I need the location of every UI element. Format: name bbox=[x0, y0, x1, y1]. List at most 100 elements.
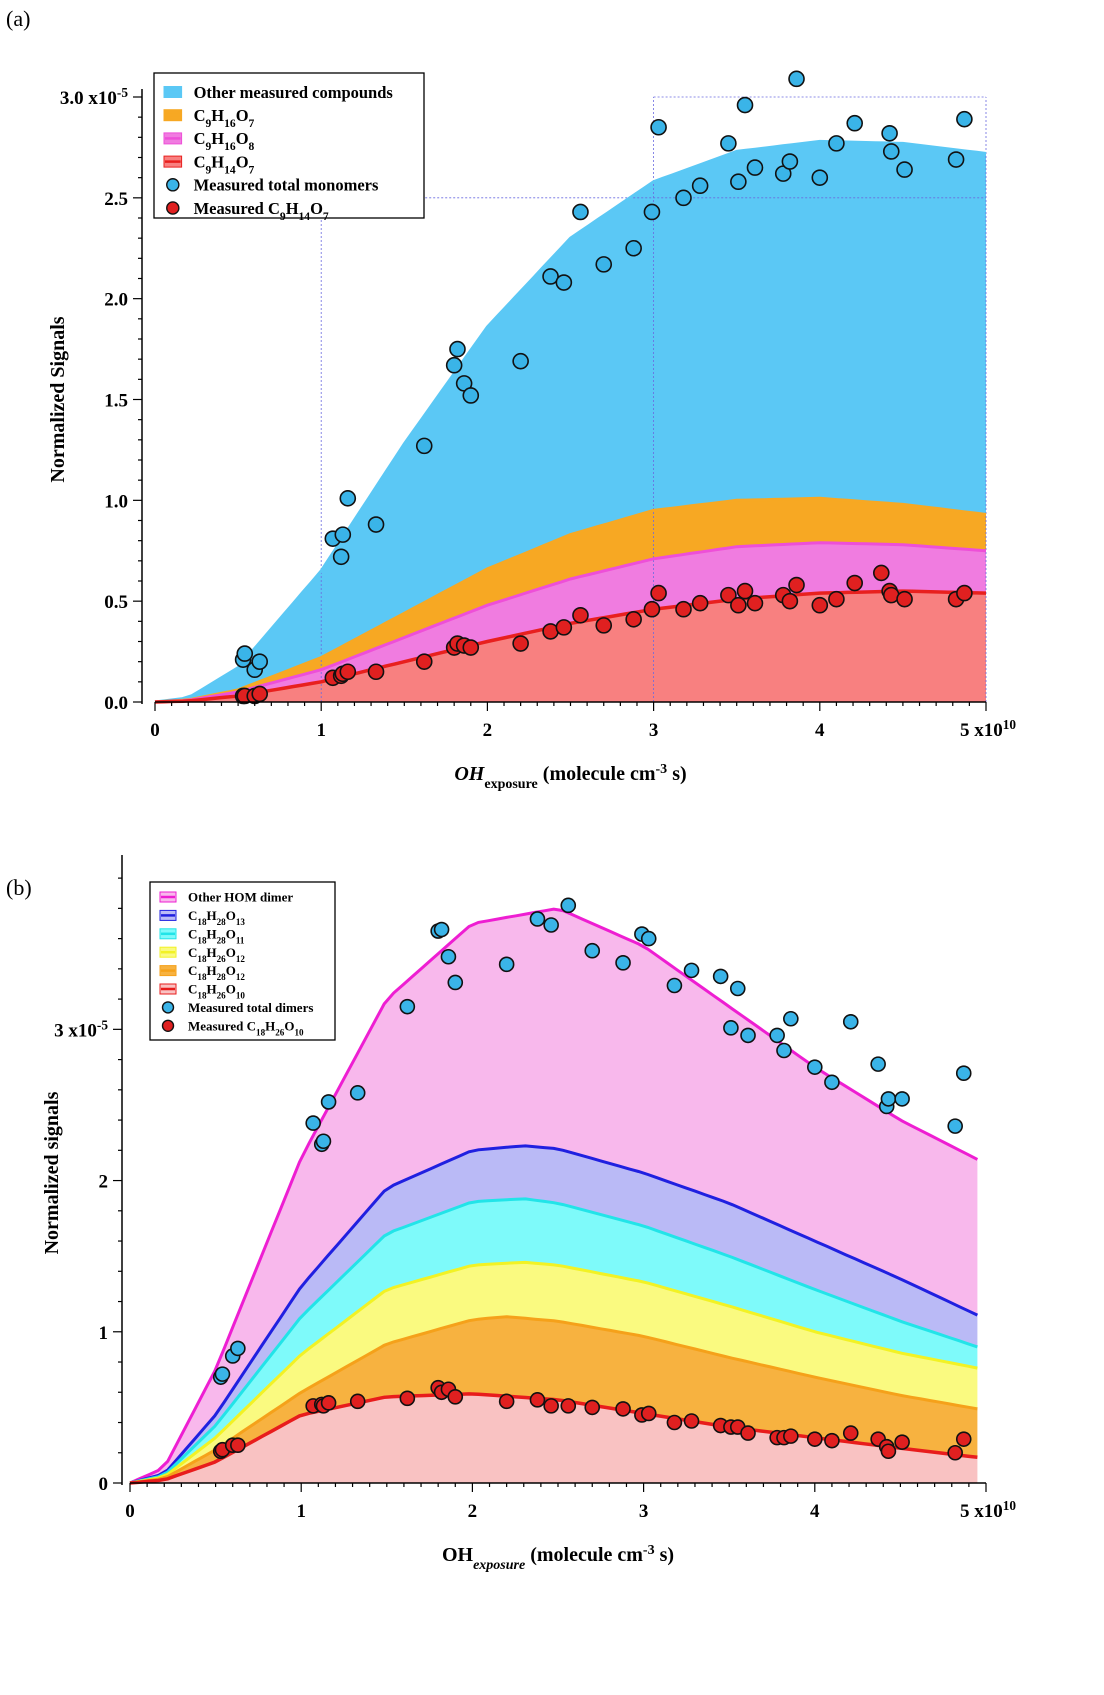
chart-b-point-1 bbox=[615, 1401, 631, 1417]
chart-a-point-0 bbox=[415, 437, 433, 455]
chart-b-point-0 bbox=[529, 911, 546, 927]
chart-a-y-tick-label: 2.5 bbox=[104, 189, 128, 210]
chart-b-point-1 bbox=[842, 1425, 859, 1441]
chart-a-point-0 bbox=[334, 526, 352, 543]
chart-b-point-0 bbox=[842, 1013, 859, 1030]
chart-b-legend-label: C18H28O13 bbox=[188, 908, 245, 927]
chart-a-point-0 bbox=[462, 387, 480, 404]
chart-b-legend-label: Measured total dimers bbox=[188, 1000, 313, 1015]
chart-b-area-0 bbox=[130, 909, 978, 1483]
chart-b-x-tick-label: 3 bbox=[639, 1501, 649, 1522]
chart-b-legend-label: Measured C18H26O10 bbox=[188, 1018, 304, 1037]
chart-b-legend-label: C18H26O12 bbox=[188, 945, 245, 964]
chart-b-point-0 bbox=[230, 1340, 246, 1357]
chart-a-y-tick-label: 0.5 bbox=[104, 592, 128, 613]
chart-a-point-1 bbox=[625, 611, 642, 628]
chart-b-legend-label: C18H28O12 bbox=[188, 963, 245, 982]
chart-b-point-0 bbox=[740, 1027, 756, 1044]
chart-b-x-tick-label: 4 bbox=[810, 1501, 820, 1522]
chart-a-point-0 bbox=[882, 143, 900, 160]
chart-a-point-0 bbox=[788, 70, 805, 88]
chart-b-point-0 bbox=[806, 1059, 823, 1075]
chart-a-point-0 bbox=[236, 645, 254, 662]
chart-a-point-0 bbox=[720, 135, 737, 152]
chart-b-point-0 bbox=[584, 942, 601, 959]
chart-b-point-1 bbox=[349, 1393, 366, 1410]
chart-a-legend-label: Measured C9H14O7 bbox=[194, 199, 329, 223]
chart-a-x-tick-label: 4 bbox=[815, 720, 825, 741]
chart-b-x-axis-label: OHexposure (molecule cm-3 s) bbox=[442, 1543, 674, 1573]
chart-b-y-axis-label: Normalized signals bbox=[41, 1091, 63, 1254]
chart-b-point-0 bbox=[320, 1094, 337, 1110]
chart-a-point-0 bbox=[572, 203, 589, 221]
chart-a-point-0 bbox=[542, 268, 559, 285]
chart-b-legend-label: C18H26O10 bbox=[188, 982, 245, 1001]
chart-b-point-0 bbox=[824, 1074, 840, 1091]
chart-b-legend-marker bbox=[161, 1001, 175, 1014]
chart-b-legend-label: C18H28O11 bbox=[188, 926, 245, 945]
chart-b-line-1 bbox=[129, 1144, 979, 1485]
chart-b-x-tick-label: 1 bbox=[296, 1501, 306, 1522]
chart-b-point-0 bbox=[776, 1042, 792, 1059]
chart-a-point-1 bbox=[555, 619, 573, 636]
chart-b-x-multiplier: 5 x1010 bbox=[960, 1498, 1016, 1523]
chart-a-legend-label: C9H16O8 bbox=[194, 129, 255, 153]
chart-b-point-1 bbox=[806, 1431, 823, 1447]
chart-b-point-1 bbox=[947, 1444, 963, 1461]
chart-b-point-0 bbox=[447, 974, 464, 991]
chart-b-line-2 bbox=[129, 1197, 978, 1485]
chart-a-point-0 bbox=[625, 239, 642, 257]
chart-a-point-0 bbox=[746, 159, 764, 176]
chart-a-point-1 bbox=[730, 596, 747, 614]
panel-label-a: (a) bbox=[6, 6, 31, 31]
chart-b-legend-box bbox=[149, 881, 336, 1041]
chart-a-x-axis-label: OHexposure (molecule cm-3 s) bbox=[454, 762, 686, 792]
chart-b-point-0 bbox=[894, 1091, 910, 1107]
chart-a-point-1 bbox=[896, 590, 913, 608]
chart-a-point-1 bbox=[572, 606, 589, 624]
chart-a-point-1 bbox=[746, 594, 764, 612]
chart-b-point-1 bbox=[543, 1398, 559, 1414]
chart-a-x-tick-label: 3 bbox=[649, 720, 659, 741]
chart-b-point-0 bbox=[666, 977, 683, 994]
chart-a-point-0 bbox=[811, 169, 829, 186]
chart-a-point-0 bbox=[736, 96, 754, 114]
chart-a-point-0 bbox=[555, 274, 573, 291]
chart-b-point-1 bbox=[683, 1413, 700, 1429]
chart-b-point-0 bbox=[712, 968, 729, 985]
chart-b-legend-marker bbox=[161, 1019, 175, 1033]
chart-a-point-0 bbox=[650, 118, 667, 136]
chart-a-y-tick-label: 1.0 bbox=[104, 491, 128, 512]
chart-b-point-0 bbox=[560, 897, 577, 914]
chart-a-y-tick-label: 2.0 bbox=[104, 290, 128, 311]
chart-b-point-1 bbox=[230, 1437, 246, 1453]
chart-a-point-0 bbox=[956, 110, 973, 128]
chart-a-area-1 bbox=[155, 498, 986, 702]
chart-a-point-0 bbox=[947, 151, 965, 168]
chart-b-line-4 bbox=[129, 1315, 978, 1485]
chart-b-point-1 bbox=[399, 1390, 416, 1407]
chart-a-point-0 bbox=[730, 173, 747, 190]
chart-a-point-0 bbox=[449, 340, 466, 358]
chart-a-point-0 bbox=[251, 653, 269, 670]
chart-a-point-1 bbox=[811, 596, 829, 614]
panel-label-b: (b) bbox=[6, 875, 32, 900]
chart-a-x-tick-label: 0 bbox=[150, 720, 160, 741]
chart-a-legend-label: Measured total monomers bbox=[194, 176, 379, 195]
chart-a-point-0 bbox=[595, 256, 613, 273]
chart-a-legend-marker bbox=[166, 201, 180, 215]
chart-a-line-0 bbox=[154, 139, 987, 704]
chart-a-point-0 bbox=[367, 516, 385, 533]
chart-a-point-1 bbox=[691, 594, 709, 612]
chart-b-point-1 bbox=[666, 1414, 683, 1431]
chart-b-point-1 bbox=[880, 1443, 897, 1460]
chart-b-point-1 bbox=[740, 1425, 756, 1441]
chart-b-area-1 bbox=[130, 1145, 978, 1483]
chart-a-y-tick-label: 0.0 bbox=[104, 693, 128, 714]
chart-a-legend-label: C9H16O7 bbox=[194, 106, 255, 130]
chart-b-legend-label: Other HOM dimer bbox=[188, 890, 293, 905]
chart-a-point-0 bbox=[445, 356, 463, 374]
chart-a-y-axis-label: Normalized Signals bbox=[47, 316, 69, 482]
chart-a-point-1 bbox=[846, 574, 864, 592]
chart-a-point-1 bbox=[956, 584, 973, 602]
